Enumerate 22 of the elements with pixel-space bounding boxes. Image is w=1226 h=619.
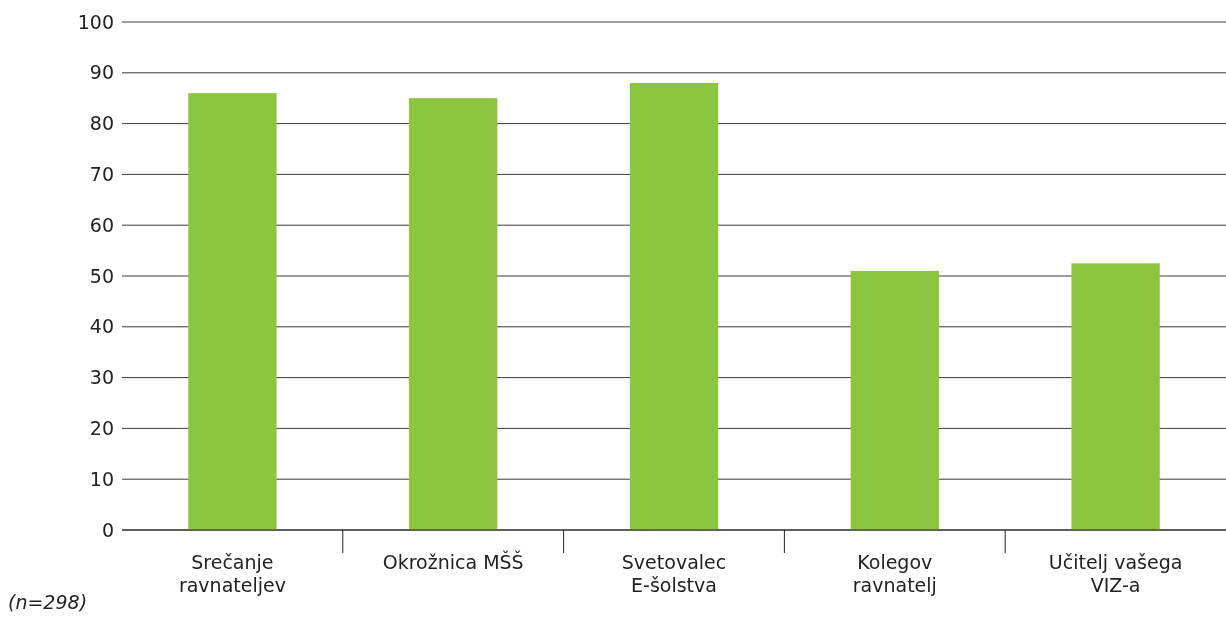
bar — [188, 93, 277, 530]
x-tick-label: Srečanje ravnateljev — [178, 550, 286, 597]
y-tick-label: 50 — [89, 264, 114, 287]
y-tick-label: 80 — [89, 112, 114, 135]
text: (n=298) — [8, 591, 88, 613]
y-tick-label: 40 — [89, 315, 114, 338]
x-tick-label: Kolegov ravnatelj — [852, 550, 937, 597]
y-tick-label: 20 — [89, 417, 114, 440]
x-tick-label: Učitelj vašega VIZ-a — [1048, 550, 1183, 597]
y-tick-label: 100 — [77, 10, 114, 33]
y-tick-label: 30 — [89, 366, 114, 389]
y-tick-label: 60 — [89, 213, 114, 236]
x-tick-label: Okrožnica MŠŠ — [382, 549, 524, 573]
bar — [629, 82, 719, 530]
bar — [409, 98, 498, 530]
bar — [850, 270, 939, 530]
y-tick-label: 0 — [101, 518, 114, 541]
y-tick-label: 70 — [89, 163, 114, 186]
x-tick-label: Svetovalec E-šolstva — [621, 550, 727, 597]
y-tick-label: 90 — [89, 61, 114, 84]
y-tick-label: 10 — [89, 467, 114, 490]
bar — [1071, 263, 1160, 530]
